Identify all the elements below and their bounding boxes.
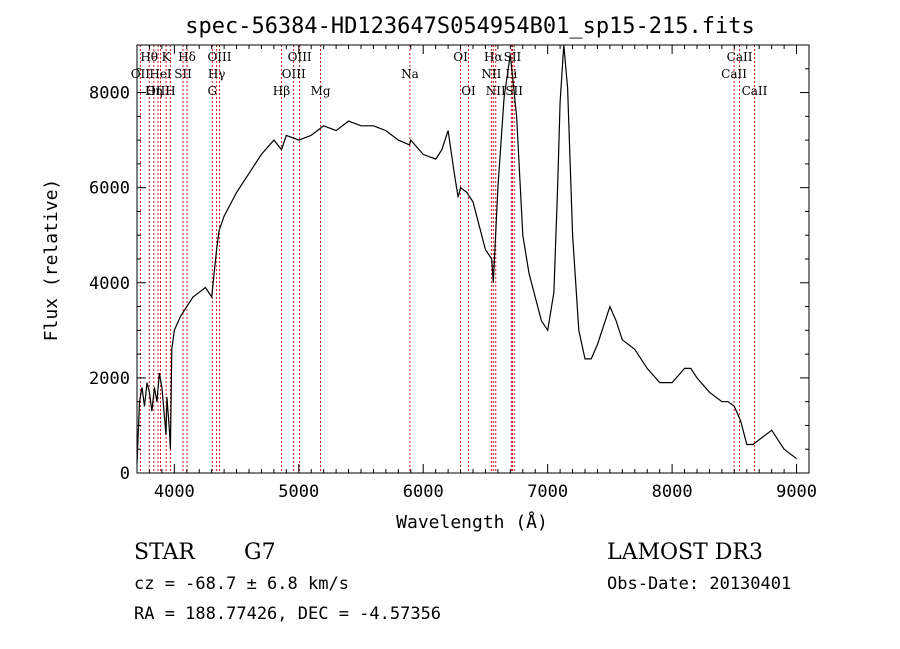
y-axis-ticks: 0 2000 4000 6000 8000 bbox=[89, 44, 809, 484]
line-marker-label: NII bbox=[486, 84, 506, 98]
line-marker-label: H bbox=[165, 84, 175, 98]
line-marker-label: Hβ bbox=[273, 84, 290, 98]
line-marker-label: OIII bbox=[207, 50, 231, 64]
y-tick-label: 8000 bbox=[89, 84, 130, 104]
x-tick-label: 5000 bbox=[278, 482, 319, 502]
object-class: STAR bbox=[134, 540, 195, 565]
line-marker-label: G bbox=[207, 84, 217, 98]
line-marker-label: SII bbox=[504, 50, 522, 64]
line-marker-label: CaII bbox=[721, 67, 747, 81]
y-tick-label: 6000 bbox=[89, 179, 130, 199]
line-marker-label: OII bbox=[131, 67, 151, 81]
y-axis-label: Flux (relative) bbox=[41, 179, 62, 342]
line-marker-label: Mg bbox=[311, 84, 331, 98]
line-marker-label: Hθ bbox=[140, 50, 158, 64]
line-marker-label: SII bbox=[174, 67, 192, 81]
plot-frame bbox=[136, 44, 810, 474]
x-tick-label: 7000 bbox=[527, 482, 568, 502]
subclass: G7 bbox=[244, 540, 276, 565]
x-axis-label: Wavelength (Å) bbox=[396, 511, 548, 533]
line-marker-label: HeI bbox=[149, 67, 172, 81]
chart-title: spec-56384-HD123647S054954B01_sp15-215.f… bbox=[185, 14, 755, 39]
line-marker-label: K bbox=[162, 50, 172, 64]
x-tick-label: 8000 bbox=[652, 482, 693, 502]
line-marker-label: Li bbox=[505, 67, 517, 81]
line-marker-label: NII bbox=[481, 67, 501, 81]
redshift-cz: cz = -68.7 ± 6.8 km/s bbox=[134, 574, 349, 594]
x-tick-label: 4000 bbox=[154, 482, 195, 502]
line-marker-label: Hδ bbox=[178, 50, 196, 64]
y-tick-label: 4000 bbox=[89, 274, 130, 294]
y-tick-label: 2000 bbox=[89, 369, 130, 389]
line-marker-label: OIII bbox=[282, 67, 306, 81]
line-markers bbox=[139, 45, 755, 473]
line-marker-label: Na bbox=[401, 67, 419, 81]
y-tick-label: 0 bbox=[120, 464, 130, 484]
line-marker-label: Hα bbox=[484, 50, 503, 64]
survey-name: LAMOST DR3 bbox=[607, 540, 763, 565]
line-marker-label: OI bbox=[461, 84, 476, 98]
line-marker-label: OIII bbox=[146, 84, 170, 98]
x-axis-ticks: 4000 5000 6000 7000 8000 9000 bbox=[136, 45, 817, 502]
obs-date: Obs-Date: 20130401 bbox=[607, 574, 792, 594]
x-tick-label: 6000 bbox=[403, 482, 444, 502]
line-marker-label: CaII bbox=[742, 84, 768, 98]
line-marker-label: OIII bbox=[288, 50, 312, 64]
line-marker-label: CaII bbox=[727, 50, 753, 64]
coordinates: RA = 188.77426, DEC = -4.57356 bbox=[134, 604, 442, 624]
line-marker-label: Hγ bbox=[208, 67, 226, 81]
line-marker-label: OI bbox=[453, 50, 468, 64]
x-tick-label: 9000 bbox=[776, 482, 817, 502]
line-marker-label: Hη bbox=[145, 84, 163, 98]
spectrum-line bbox=[136, 44, 797, 464]
line-marker-labels: Hθ OII OIII HeI Hη K H Hδ SII OIII Hγ G OIII OIII Hβ Mg… bbox=[131, 50, 768, 98]
